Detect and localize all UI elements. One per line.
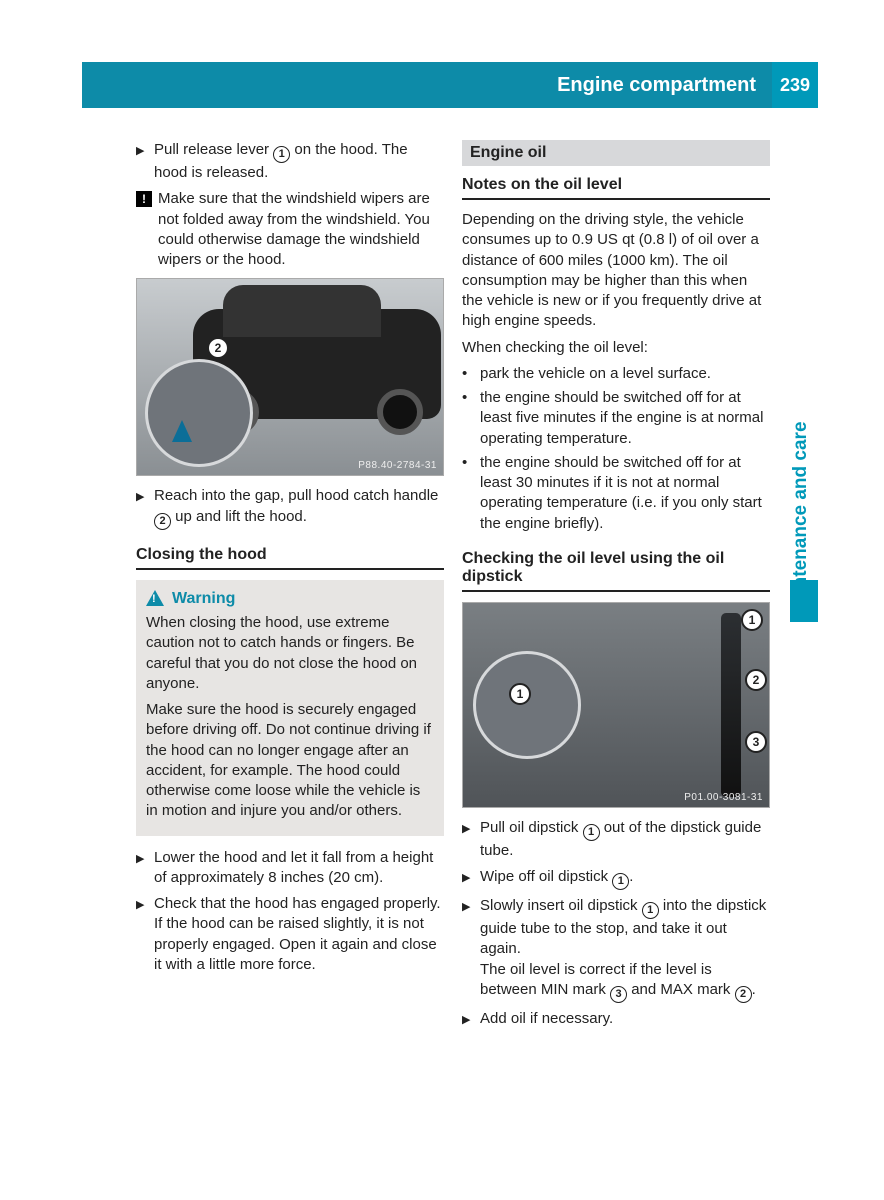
figure-inset-circle (473, 651, 581, 759)
text-fragment: Pull release lever (154, 141, 273, 158)
page-content: ▶ Pull release lever 1 on the hood. The … (136, 140, 776, 1035)
text-fragment: . (752, 981, 756, 998)
step-arrow-icon: ▶ (462, 818, 474, 861)
heading-notes-oil-level: Notes on the oil level (462, 176, 770, 200)
step-text: Slowly insert oil dipstick 1 into the di… (480, 896, 770, 1003)
callout-ref-1: 1 (273, 146, 290, 163)
warning-heading: Warning (146, 588, 434, 610)
up-arrow-icon (172, 420, 192, 442)
text-fragment: Wipe off oil dipstick (480, 868, 612, 885)
header-bar: Engine compartment (82, 62, 772, 108)
figure-label: P01.00-3081-31 (684, 792, 763, 803)
step-wipe-dipstick: ▶ Wipe off oil dipstick 1. (462, 867, 770, 890)
page-title: Engine compartment (557, 74, 756, 97)
side-tab-marker (790, 580, 818, 622)
step-check-hood: ▶ Check that the hood has engaged proper… (136, 894, 444, 975)
oil-check-bullets: park the vehicle on a level surface. the… (462, 364, 770, 534)
warning-box: Warning When closing the hood, use extre… (136, 580, 444, 836)
step-arrow-icon: ▶ (136, 848, 148, 889)
warning-title: Warning (172, 588, 235, 610)
warning-paragraph: When closing the hood, use extreme cauti… (146, 613, 434, 694)
text-fragment: and MAX mark (627, 981, 735, 998)
dipstick-graphic (721, 613, 741, 797)
left-column: ▶ Pull release lever 1 on the hood. The … (136, 140, 444, 1035)
callout-ref-2: 2 (735, 986, 752, 1003)
text-fragment: Slowly insert oil dipstick (480, 897, 642, 914)
callout-1: 1 (509, 683, 531, 705)
figure-label: P88.40-2784-31 (358, 460, 437, 471)
figure-hood-release: 2 P88.40-2784-31 (136, 278, 444, 476)
step-text: Lower the hood and let it fall from a he… (154, 848, 444, 889)
right-column: Engine oil Notes on the oil level Depend… (462, 140, 770, 1035)
step-text: Pull release lever 1 on the hood. The ho… (154, 140, 444, 183)
callout-ref-2: 2 (154, 513, 171, 530)
callout-2: 2 (745, 669, 767, 691)
info-text: Make sure that the windshield wipers are… (158, 189, 444, 270)
step-arrow-icon: ▶ (136, 486, 148, 529)
step-text: Reach into the gap, pull hood catch hand… (154, 486, 444, 529)
important-icon: ! (136, 191, 152, 207)
callout-1: 1 (741, 609, 763, 631)
page-number-box: 239 (772, 62, 818, 108)
step-text: Pull oil dipstick 1 out of the dipstick … (480, 818, 770, 861)
step-arrow-icon: ▶ (136, 894, 148, 975)
callout-ref-1: 1 (642, 902, 659, 919)
list-item: the engine should be switched off for at… (462, 388, 770, 449)
wheel-graphic (377, 389, 423, 435)
step-insert-dipstick: ▶ Slowly insert oil dipstick 1 into the … (462, 896, 770, 1003)
step-arrow-icon: ▶ (462, 1009, 474, 1029)
callout-ref-1: 1 (612, 873, 629, 890)
page-number: 239 (780, 75, 810, 96)
oil-notes-paragraph: Depending on the driving style, the vehi… (462, 210, 770, 332)
step-arrow-icon: ▶ (136, 140, 148, 183)
text-fragment: . (629, 868, 633, 885)
callout-ref-1: 1 (583, 824, 600, 841)
step-text: Check that the hood has engaged properly… (154, 894, 444, 975)
step-pull-dipstick: ▶ Pull oil dipstick 1 out of the dipstic… (462, 818, 770, 861)
callout-3: 3 (745, 731, 767, 753)
bullet-text: the engine should be switched off for at… (480, 453, 770, 534)
warning-triangle-icon (146, 590, 164, 606)
heading-engine-oil: Engine oil (462, 140, 770, 166)
step-arrow-icon: ▶ (462, 896, 474, 1003)
heading-closing-hood: Closing the hood (136, 546, 444, 570)
text-fragment: Reach into the gap, pull hood catch hand… (154, 487, 438, 504)
bullet-text: the engine should be switched off for at… (480, 388, 770, 449)
callout-ref-3: 3 (610, 986, 627, 1003)
bullet-text: park the vehicle on a level surface. (480, 364, 711, 384)
text-fragment: up and lift the hood. (171, 508, 307, 525)
warning-paragraph: Make sure the hood is securely engaged b… (146, 700, 434, 822)
list-item: park the vehicle on a level surface. (462, 364, 770, 384)
figure-engine-dipstick: 1 1 2 3 P01.00-3081-31 (462, 602, 770, 808)
list-item: the engine should be switched off for at… (462, 453, 770, 534)
figure-inset-circle (145, 359, 253, 467)
step-text: Add oil if necessary. (480, 1009, 770, 1029)
step-reach-gap: ▶ Reach into the gap, pull hood catch ha… (136, 486, 444, 529)
step-arrow-icon: ▶ (462, 867, 474, 890)
info-note: ! Make sure that the windshield wipers a… (136, 189, 444, 270)
step-add-oil: ▶ Add oil if necessary. (462, 1009, 770, 1029)
step-pull-release-lever: ▶ Pull release lever 1 on the hood. The … (136, 140, 444, 183)
text-fragment: Pull oil dipstick (480, 819, 583, 836)
step-text: Wipe off oil dipstick 1. (480, 867, 770, 890)
when-checking-intro: When checking the oil level: (462, 338, 770, 358)
heading-dipstick: Checking the oil level using the oil dip… (462, 550, 770, 592)
step-lower-hood: ▶ Lower the hood and let it fall from a … (136, 848, 444, 889)
